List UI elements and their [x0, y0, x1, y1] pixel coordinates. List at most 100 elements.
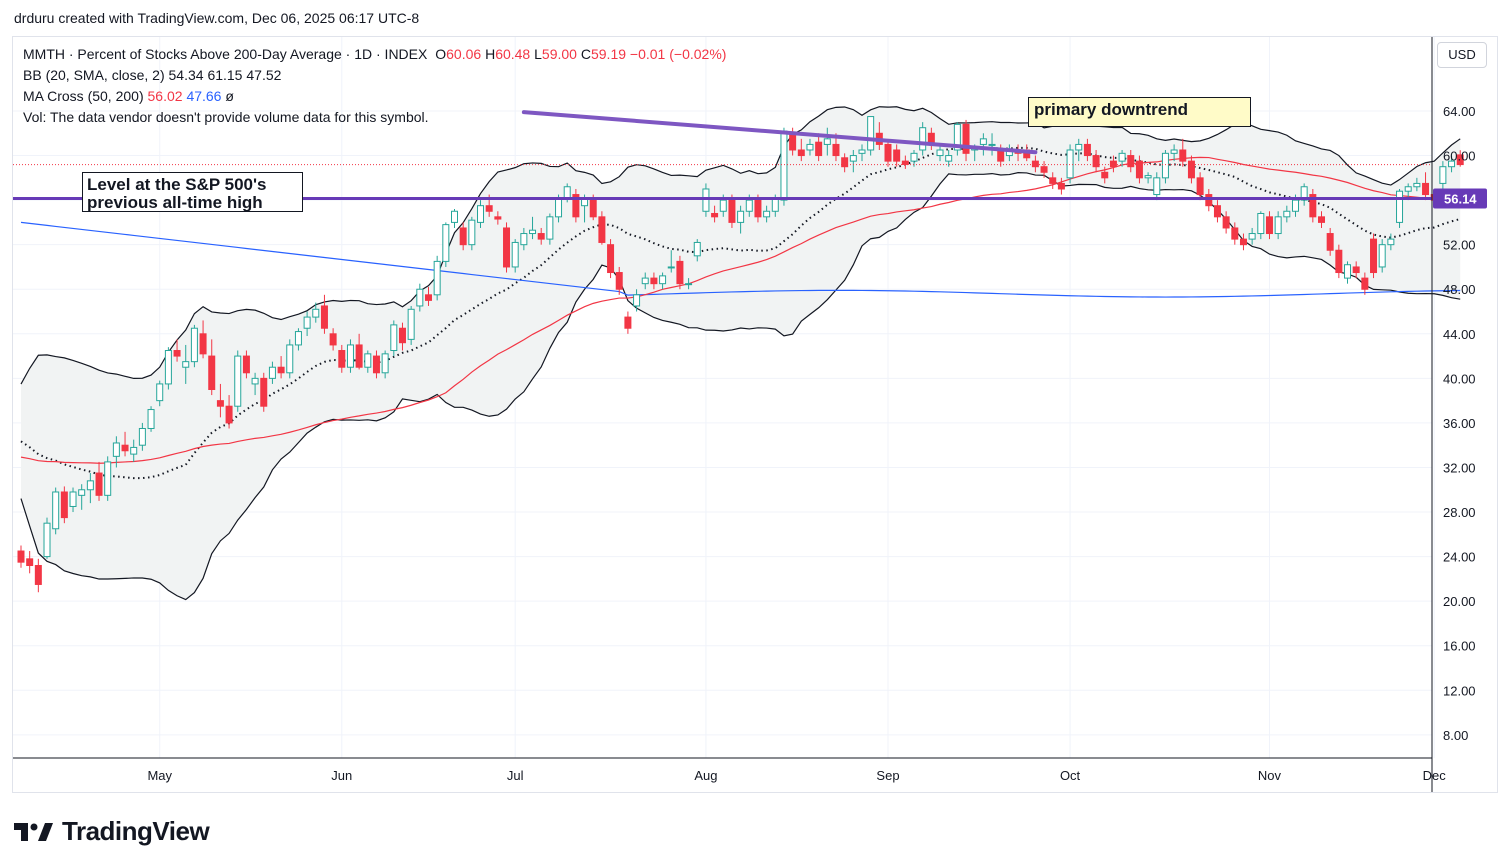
candle-body [208, 355, 216, 390]
candle-body [953, 123, 961, 151]
candle-body [754, 199, 762, 218]
candle-body [1101, 171, 1109, 179]
downtrend-annotation[interactable]: primary downtrend [1028, 97, 1251, 127]
candle-body [624, 316, 632, 329]
candle [372, 350, 380, 379]
candle-body [1309, 194, 1317, 218]
candle [1101, 166, 1109, 184]
candle [1118, 149, 1126, 167]
candle-body [598, 216, 606, 243]
candle [86, 473, 94, 504]
candle [1144, 172, 1152, 184]
candle [1387, 233, 1395, 251]
symbol-legend-row: MMTH · Percent of Stocks Above 200-Day A… [23, 44, 726, 65]
candle [312, 302, 320, 323]
candle-body [659, 275, 667, 285]
candle [251, 372, 259, 396]
candle [1066, 144, 1074, 184]
candle [320, 294, 328, 334]
candle-body [17, 550, 25, 563]
candle-body [511, 241, 519, 268]
candle-body [702, 188, 710, 212]
candle [346, 339, 354, 373]
candle-body [234, 355, 242, 407]
currency-button[interactable]: USD [1437, 42, 1487, 68]
candle-body [494, 216, 502, 220]
y-tick-label: 60.00 [1443, 149, 1476, 164]
ma-legend-row[interactable]: MA Cross (50, 200) 56.02 47.66 ø [23, 86, 726, 107]
candle-body [1257, 212, 1265, 235]
candle [130, 439, 138, 462]
candle-body [529, 229, 537, 235]
candle-body [216, 400, 224, 407]
candle [442, 222, 450, 267]
candle [1153, 172, 1161, 201]
candle [381, 350, 389, 379]
bb-upper-line [20, 106, 1461, 385]
candle-body [477, 205, 485, 223]
bb-basis-value: 54.34 [168, 67, 204, 83]
candle [303, 311, 311, 337]
candle-body [1083, 143, 1091, 157]
candle [355, 333, 363, 370]
candle [520, 227, 528, 251]
candle [659, 272, 667, 290]
candle [1396, 188, 1404, 228]
candle [962, 119, 970, 162]
y-tick-label: 48.00 [1443, 282, 1476, 297]
candle-body [303, 316, 311, 329]
candle [1370, 233, 1378, 279]
candle [17, 545, 25, 568]
bb-legend-row[interactable]: BB (20, SMA, close, 2) 54.34 61.15 47.52 [23, 65, 726, 86]
candle [607, 239, 615, 279]
low-value: 59.00 [541, 46, 577, 62]
candle-body [832, 143, 840, 157]
candle-body [130, 446, 138, 455]
y-tick-label: 32.00 [1443, 460, 1476, 475]
candle [572, 188, 580, 223]
candle-body [355, 344, 363, 368]
y-tick-label: 16.00 [1443, 639, 1476, 654]
candle-body [901, 160, 909, 165]
x-tick-label: Jun [331, 768, 352, 783]
candle [737, 205, 745, 234]
tradingview-logo-icon [14, 822, 53, 841]
y-tick-label: 40.00 [1443, 371, 1476, 386]
candle-body [1066, 149, 1074, 179]
candle [1300, 183, 1308, 206]
x-tick-label: May [147, 768, 172, 783]
candle [1040, 161, 1048, 178]
candle [112, 436, 120, 468]
candle [650, 272, 658, 290]
candle [451, 209, 458, 228]
ma-cross-null: ø [225, 88, 234, 104]
candle-body [147, 409, 155, 429]
candle [95, 461, 103, 501]
level-annotation[interactable]: Level at the S&P 500's previous all-time… [82, 172, 303, 212]
candle-body [346, 344, 354, 368]
candle [1196, 172, 1204, 201]
downtrend-line [521, 110, 1038, 155]
candle [1352, 261, 1360, 279]
candle-body [390, 324, 398, 352]
candle [1049, 172, 1057, 189]
chart-frame[interactable] [12, 36, 1498, 793]
candle-body [34, 565, 42, 585]
bb-lower-value: 47.52 [246, 67, 282, 83]
tradingview-logo[interactable]: TradingView [14, 816, 210, 847]
candle [988, 133, 996, 156]
candle-body [711, 212, 719, 218]
candle-body [1231, 227, 1239, 240]
candle [364, 350, 372, 373]
candle [1170, 144, 1178, 162]
candle-body [104, 461, 112, 496]
candle-body [520, 233, 528, 246]
candle-body [242, 355, 250, 374]
candle [260, 372, 268, 412]
candle-body [52, 491, 60, 530]
candle [1239, 233, 1247, 251]
candle [685, 278, 693, 290]
candle [52, 487, 60, 535]
candle-body [884, 143, 892, 162]
